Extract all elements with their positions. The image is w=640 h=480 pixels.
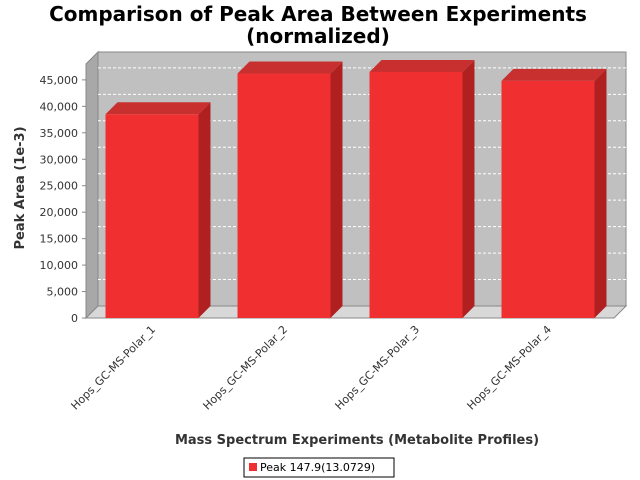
legend: Peak 147.9(13.0729) [243, 457, 395, 478]
bar [105, 114, 199, 318]
x-tick-label: Hops_GC-MS-Polar_1 [69, 323, 159, 413]
bar-series [105, 59, 607, 319]
plot-left-wall [85, 50, 99, 320]
y-tick-label: 5,000 [47, 286, 79, 299]
y-axis-title: Peak Area (1e-3) [13, 126, 28, 249]
legend-label: Peak 147.9(13.0729) [260, 461, 375, 474]
x-tick-label: Hops_GC-MS-Polar_3 [333, 323, 423, 413]
legend-box [243, 457, 395, 478]
y-tick-label: 10,000 [40, 259, 79, 272]
bar-top [369, 59, 475, 72]
y-tick-label: 30,000 [40, 153, 79, 166]
x-tick-label: Hops_GC-MS-Polar_2 [201, 323, 291, 413]
y-tick-label: 35,000 [40, 127, 79, 140]
chart-title: Comparison of Peak Area Between Experime… [49, 2, 587, 26]
bar [237, 73, 331, 319]
y-tick-label: 25,000 [40, 180, 79, 193]
bar-side [594, 68, 607, 318]
y-tick-label: 40,000 [40, 100, 79, 113]
bar-side [462, 59, 475, 318]
bar-top [501, 68, 607, 81]
x-axis-title: Mass Spectrum Experiments (Metabolite Pr… [175, 433, 539, 448]
bar-top [237, 61, 343, 74]
bar [501, 80, 595, 318]
y-tick-label: 15,000 [40, 233, 79, 246]
bar [369, 71, 463, 318]
bar-side [330, 61, 343, 319]
x-axis: Hops_GC-MS-Polar_1 Hops_GC-MS-Polar_2 Hops… [69, 323, 555, 413]
legend-swatch [249, 463, 257, 471]
chart-subtitle: (normalized) [246, 24, 390, 48]
bar-side [198, 102, 211, 318]
x-tick-label: Hops_GC-MS-Polar_4 [465, 323, 555, 413]
bar-top [105, 102, 211, 115]
y-tick-label: 20,000 [40, 206, 79, 219]
y-tick-label: 0 [71, 312, 78, 325]
y-tick-label: 45,000 [40, 74, 79, 87]
y-axis: 0 5,000 10,000 15,000 20,000 25,000 30,000 35,0… [40, 64, 87, 325]
